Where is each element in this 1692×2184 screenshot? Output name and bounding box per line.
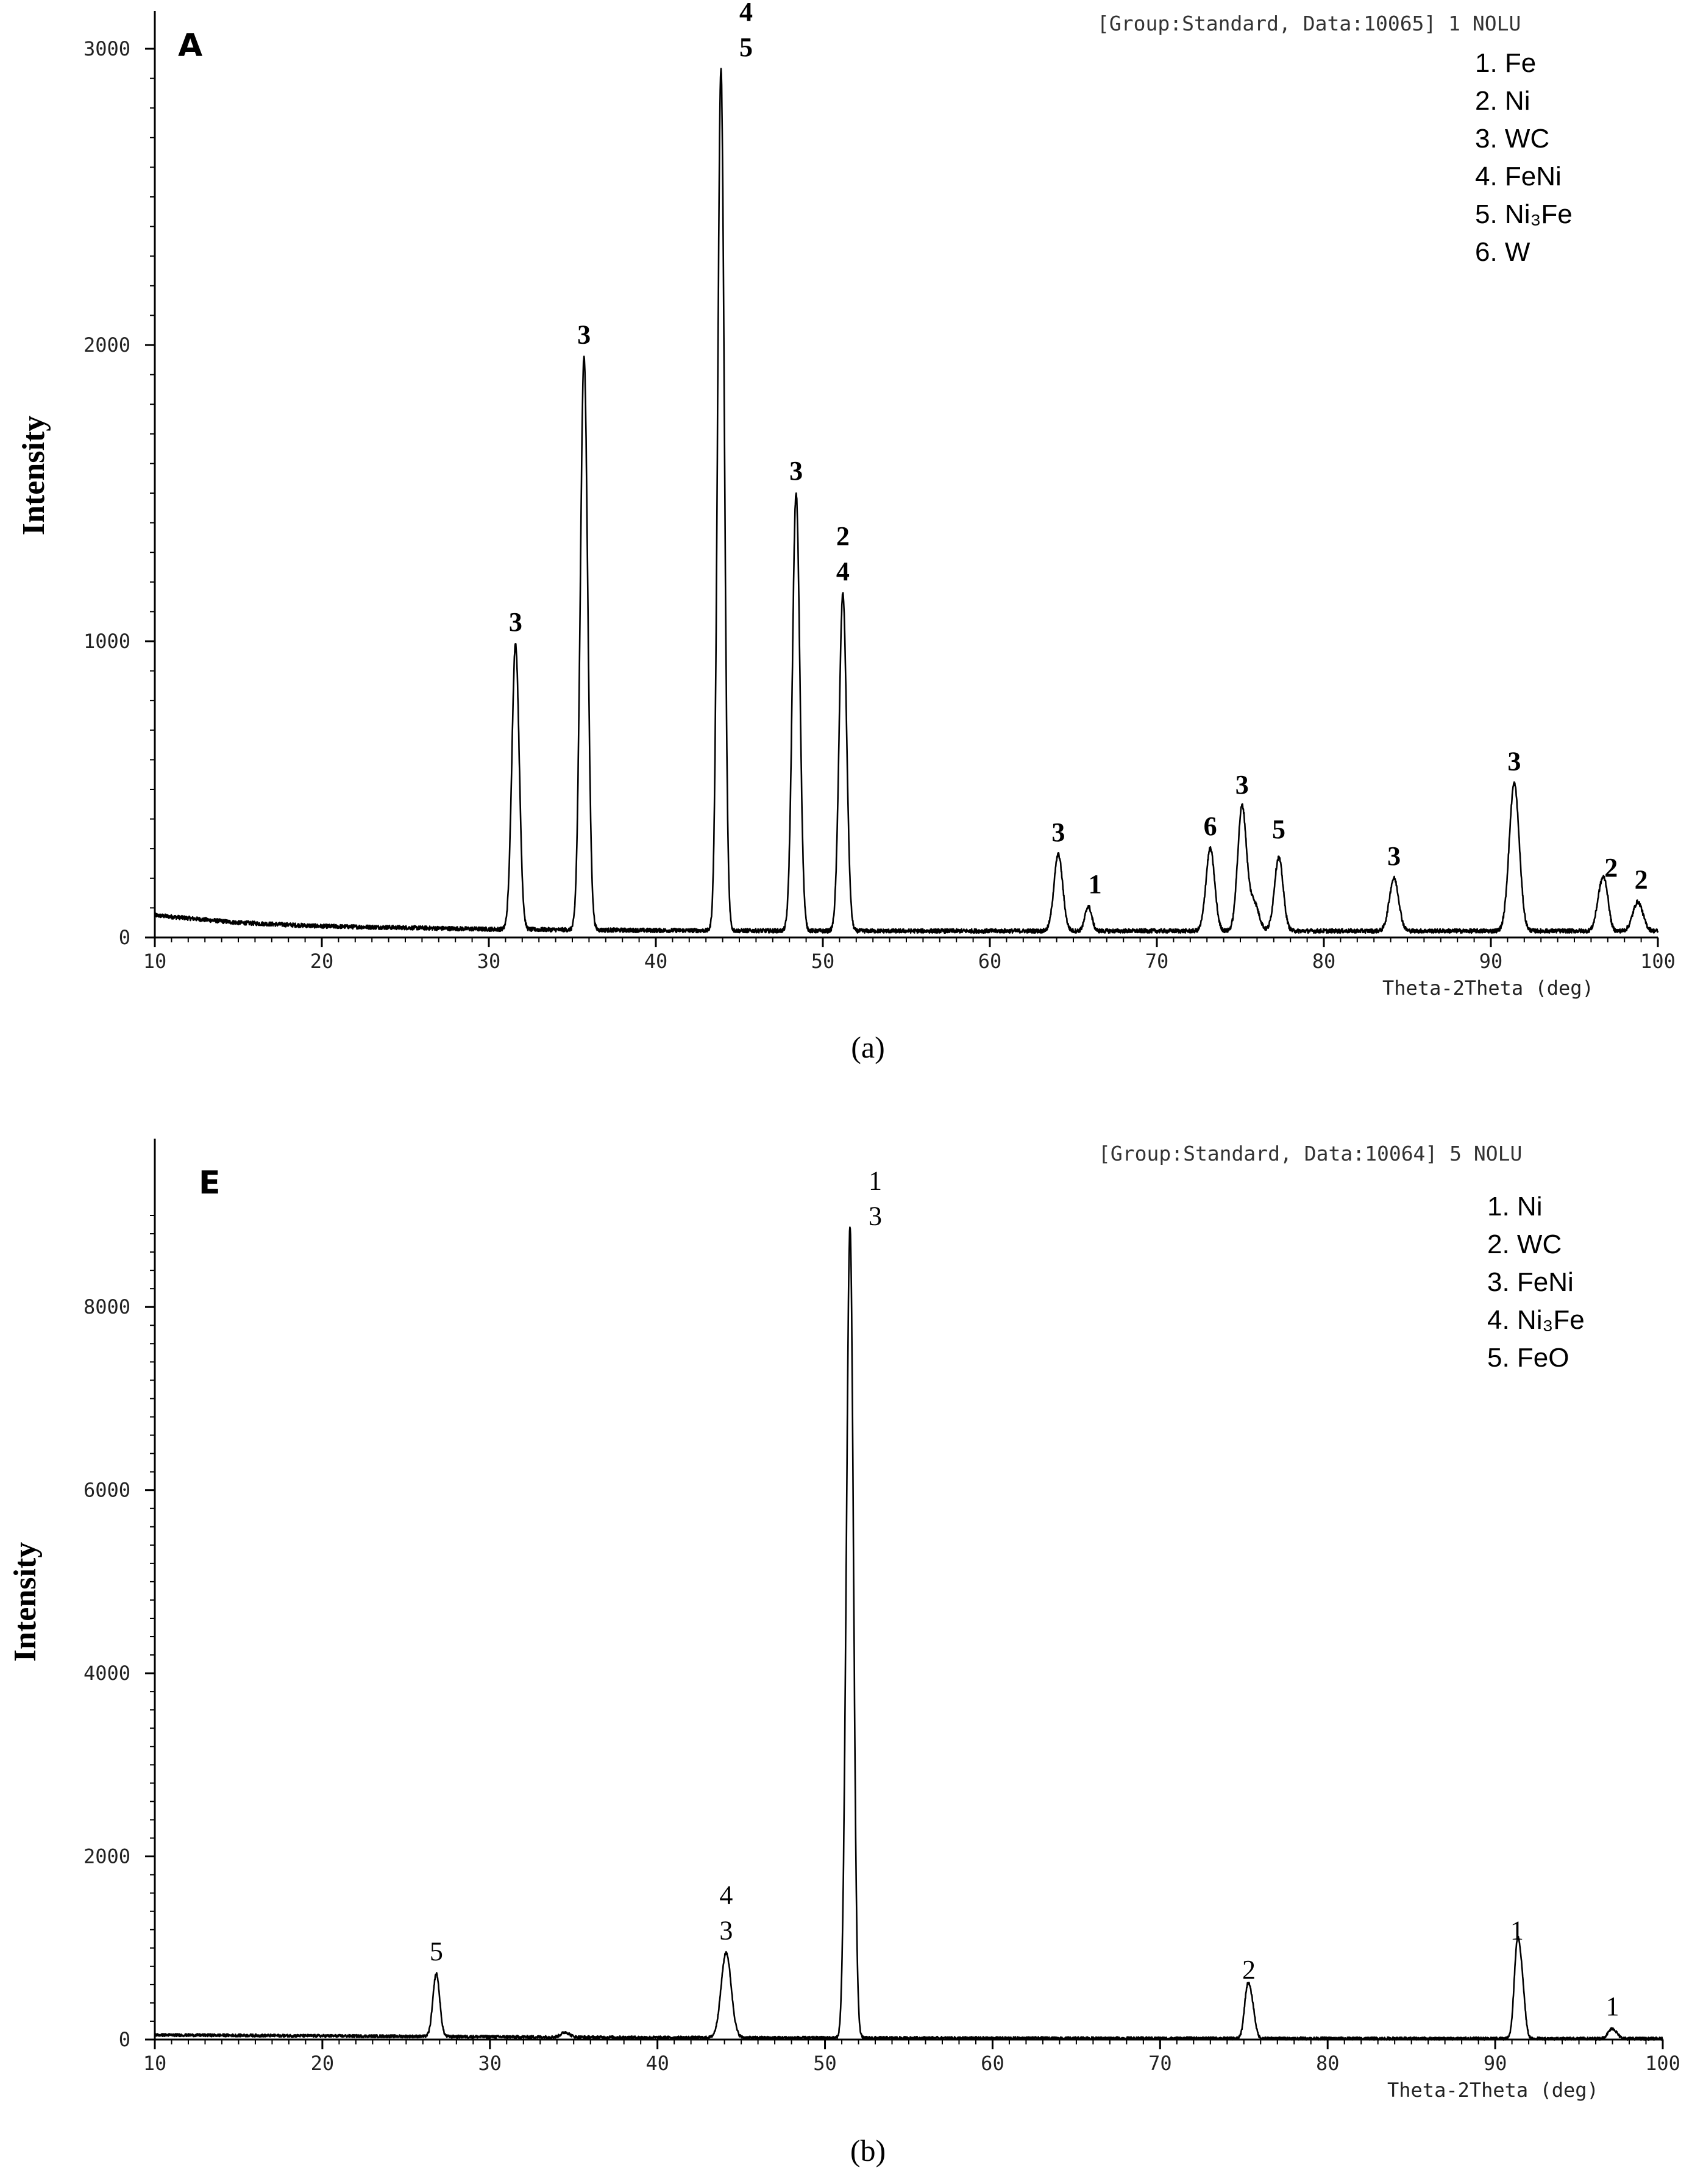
panel-a-caption: (a) bbox=[851, 1030, 885, 1064]
peak-label: 4 bbox=[739, 0, 753, 27]
legend-entry: 3. FeNi bbox=[1487, 1267, 1574, 1297]
x-tick-label: 100 bbox=[1645, 2052, 1680, 2075]
legend-entry: 3. WC bbox=[1475, 124, 1549, 154]
panel-e-header: [Group:Standard, Data:10064] 5 NOLU bbox=[1098, 1142, 1522, 1165]
peak-label: 6 bbox=[1204, 811, 1217, 841]
peak-label: 3 bbox=[577, 319, 591, 349]
peak-label: 1 bbox=[1510, 1915, 1524, 1945]
x-tick-label: 50 bbox=[813, 2052, 837, 2075]
y-tick-label: 0 bbox=[119, 2028, 130, 2051]
peak-label: 3 bbox=[1507, 746, 1521, 776]
peak-label: 3 bbox=[869, 1201, 882, 1231]
x-tick-label: 40 bbox=[645, 2052, 669, 2075]
peak-label: 5 bbox=[430, 1937, 443, 1966]
peak-label: 1 bbox=[869, 1166, 882, 1196]
x-tick-label: 70 bbox=[1145, 950, 1169, 973]
y-tick-label: 1000 bbox=[84, 630, 130, 653]
panel-a-header: [Group:Standard, Data:10065] 1 NOLU bbox=[1097, 12, 1521, 35]
x-tick-label: 30 bbox=[478, 2052, 502, 2075]
panel-a-y-ticks: 0 1000 2000 3000 bbox=[84, 37, 155, 949]
x-tick-label: 80 bbox=[1312, 950, 1336, 973]
legend-entry: 1. Ni bbox=[1487, 1192, 1542, 1222]
peak-label: 3 bbox=[719, 1915, 733, 1945]
legend-entry: 2. Ni bbox=[1475, 86, 1530, 116]
panel-e-legend: 1. Ni 2. WC 3. FeNi 4. Ni₃Fe 5. FeO bbox=[1487, 1192, 1585, 1373]
y-tick-label: 2000 bbox=[84, 1845, 130, 1868]
y-tick-label: 0 bbox=[119, 926, 130, 949]
y-tick-label: 3000 bbox=[84, 37, 130, 60]
panel-a-legend: 1. Fe 2. Ni 3. WC 4. FeNi 5. Ni₃Fe 6. W bbox=[1475, 48, 1573, 267]
panel-e-caption: (b) bbox=[850, 2133, 886, 2168]
x-tick-label: 80 bbox=[1316, 2052, 1340, 2075]
panel-a-y-axis-title: Intensity bbox=[16, 416, 51, 535]
peak-label: 3 bbox=[1051, 817, 1065, 847]
x-tick-label: 20 bbox=[310, 950, 334, 973]
legend-entry: 4. FeNi bbox=[1475, 162, 1562, 191]
x-tick-label: 60 bbox=[981, 2052, 1004, 2075]
peak-label: 2 bbox=[1604, 853, 1618, 883]
panel-e-y-axis-title: Intensity bbox=[8, 1542, 43, 1662]
x-tick-label: 100 bbox=[1640, 950, 1676, 973]
x-tick-label: 10 bbox=[143, 2052, 167, 2075]
panel-e-trace bbox=[154, 1226, 1664, 2041]
x-tick-label: 20 bbox=[311, 2052, 335, 2075]
x-tick-label: 60 bbox=[978, 950, 1002, 973]
peak-label: 3 bbox=[1235, 770, 1249, 800]
x-tick-label: 10 bbox=[143, 950, 167, 973]
panel-a-letter: A bbox=[178, 27, 202, 64]
peak-label: 1 bbox=[1606, 1991, 1619, 2021]
legend-entry: 2. WC bbox=[1487, 1229, 1562, 1259]
x-tick-label: 70 bbox=[1148, 2052, 1172, 2075]
x-tick-label: 90 bbox=[1479, 950, 1503, 973]
legend-entry: 5. Ni₃Fe bbox=[1475, 199, 1573, 229]
panel-a-trace bbox=[154, 68, 1659, 934]
peak-label: 2 bbox=[836, 521, 850, 551]
panel-a: 10 20 30 40 50 60 70 80 90 100 0 1000 2000 3000 Inte… bbox=[16, 0, 1676, 1064]
y-tick-label: 6000 bbox=[84, 1479, 130, 1502]
y-tick-label: 4000 bbox=[84, 1662, 130, 1685]
panel-a-x-ticks: 10 20 30 40 50 60 70 80 90 100 bbox=[143, 937, 1676, 973]
legend-entry: 5. FeO bbox=[1487, 1343, 1569, 1373]
peak-label: 5 bbox=[739, 32, 753, 62]
panel-e-x-ticks: 10 20 30 40 50 60 70 80 90 100 bbox=[143, 2040, 1680, 2075]
peak-label: 4 bbox=[719, 1880, 733, 1910]
panel-e-peak-labels: 5 4 3 1 3 2 1 1 bbox=[430, 1166, 1619, 2021]
panel-e-x-axis-title: Theta-2Theta (deg) bbox=[1387, 2079, 1599, 2102]
peak-label: 2 bbox=[1635, 865, 1648, 895]
panel-a-x-axis-title: Theta-2Theta (deg) bbox=[1382, 976, 1594, 1000]
panel-e-y-ticks: 0 2000 4000 6000 8000 bbox=[84, 1215, 155, 2051]
panel-e: 10 20 30 40 50 60 70 80 90 100 02000400060008000 … bbox=[8, 1139, 1680, 2168]
x-tick-label: 90 bbox=[1484, 2052, 1507, 2075]
x-tick-label: 30 bbox=[477, 950, 501, 973]
y-tick-label: 2000 bbox=[84, 333, 130, 357]
legend-entry: 4. Ni₃Fe bbox=[1487, 1305, 1585, 1335]
peak-label: 2 bbox=[1242, 1955, 1256, 1985]
x-tick-label: 50 bbox=[811, 950, 835, 973]
x-tick-label: 40 bbox=[644, 950, 668, 973]
peak-label: 5 bbox=[1272, 814, 1285, 844]
legend-entry: 1. Fe bbox=[1475, 48, 1536, 78]
peak-label: 3 bbox=[1387, 841, 1401, 871]
peak-label: 4 bbox=[836, 557, 850, 586]
peak-label: 1 bbox=[1089, 869, 1102, 899]
y-tick-label: 8000 bbox=[84, 1295, 130, 1318]
peak-label: 3 bbox=[789, 456, 803, 486]
legend-entry: 6. W bbox=[1475, 237, 1530, 267]
peak-label: 3 bbox=[509, 607, 522, 637]
panel-e-letter: E bbox=[199, 1165, 221, 1201]
